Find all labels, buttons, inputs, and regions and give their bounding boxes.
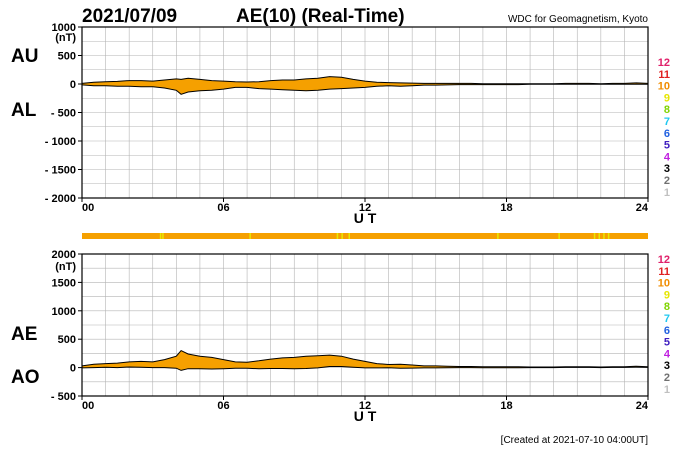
au-al-panel: 1000 500 0 - 500 - 1000 - 1500 - 2000 (nT) 00 06 1… xyxy=(11,22,649,226)
availability-mark xyxy=(603,233,605,239)
date-label: 2021/07/09 xyxy=(82,6,177,27)
station-legend-item: 9 xyxy=(664,289,670,301)
y-tick-label: 0 xyxy=(70,79,76,91)
y-tick-label: - 1000 xyxy=(45,136,76,148)
availability-mark xyxy=(162,233,164,239)
series-line-au xyxy=(81,76,649,85)
x-tick-label: 12 xyxy=(359,400,371,412)
series-label-ae: AE xyxy=(11,324,37,345)
station-legend-item: 1 xyxy=(664,187,670,199)
station-legend-item: 5 xyxy=(664,337,670,349)
y-tick-label: 1000 xyxy=(52,22,76,34)
availability-mark xyxy=(348,233,350,239)
source-label: WDC for Geomagnetism, Kyoto xyxy=(508,14,648,25)
series-label-au: AU xyxy=(11,46,38,67)
availability-mark xyxy=(497,233,499,239)
station-legend-item: 6 xyxy=(664,128,670,140)
y-tick-label: 2000 xyxy=(52,249,76,261)
station-legend-item: 9 xyxy=(664,92,670,104)
availability-mark xyxy=(558,233,560,239)
station-legend-item: 2 xyxy=(664,175,670,187)
y-tick-label: 500 xyxy=(58,334,76,346)
availability-mark xyxy=(341,233,343,239)
station-legend-item: 11 xyxy=(658,69,670,81)
y-tick-label: - 1500 xyxy=(45,165,76,177)
x-tick-label: 00 xyxy=(82,400,94,412)
ae-ao-panel: 2000 1500 1000 500 0 - 500 (nT) 00 06 12 18 24 U T AE… xyxy=(11,249,649,424)
station-legend-item: 8 xyxy=(664,104,670,116)
availability-mark xyxy=(249,233,251,239)
bottom-area-fill xyxy=(82,350,648,371)
y-tick-label: - 500 xyxy=(51,108,76,120)
availability-mark xyxy=(607,233,610,239)
y-tick-label: 1500 xyxy=(52,277,76,289)
data-availability-bar xyxy=(82,233,648,239)
station-legend-item: 12 xyxy=(658,254,670,266)
x-tick-label: 18 xyxy=(500,400,512,412)
y-tick-label: 1000 xyxy=(52,306,76,318)
station-legend-item: 6 xyxy=(664,325,670,337)
x-tick-label: 12 xyxy=(359,202,371,214)
data-availability-marks xyxy=(159,233,610,239)
y-unit-label: (nT) xyxy=(55,261,76,273)
station-legend-item: 7 xyxy=(664,116,670,128)
created-timestamp: [Created at 2021-07-10 04:00UT] xyxy=(501,435,649,446)
y-tick-label: 500 xyxy=(58,51,76,63)
availability-mark xyxy=(159,233,162,239)
availability-mark xyxy=(593,233,596,239)
station-legend-item: 12 xyxy=(658,57,670,69)
y-tick-label: 0 xyxy=(70,363,76,375)
station-legend-item: 2 xyxy=(664,372,670,384)
chart-title: AE(10) (Real-Time) xyxy=(236,6,405,27)
station-legend-item: 4 xyxy=(664,151,671,163)
station-legend-item: 10 xyxy=(658,278,670,290)
top-area-fill xyxy=(82,76,648,95)
x-axis-label: U T xyxy=(354,210,377,226)
station-legend-item: 7 xyxy=(664,313,670,325)
series-line-ae xyxy=(81,349,649,368)
x-tick-label: 06 xyxy=(217,202,229,214)
series-label-al: AL xyxy=(11,100,37,121)
availability-mark xyxy=(598,233,600,239)
station-legend-item: 10 xyxy=(658,81,670,93)
x-tick-label: 24 xyxy=(636,400,649,412)
y-unit-label: (nT) xyxy=(55,32,76,44)
station-legend-item: 5 xyxy=(664,140,670,152)
x-tick-label: 00 xyxy=(82,202,94,214)
station-legend-item: 4 xyxy=(664,348,671,360)
y-tick-label: - 500 xyxy=(51,391,76,403)
station-legend-item: 3 xyxy=(664,163,670,175)
station-legend-item: 3 xyxy=(664,360,670,372)
x-axis-label: U T xyxy=(354,408,377,424)
station-legend-item: 8 xyxy=(664,301,670,313)
series-line-al xyxy=(81,83,648,95)
x-tick-label: 06 xyxy=(217,400,229,412)
y-tick-label: - 2000 xyxy=(45,193,76,205)
series-label-ao: AO xyxy=(11,367,40,388)
station-legend-item: 11 xyxy=(658,266,670,278)
station-legend-item: 1 xyxy=(664,384,670,396)
x-tick-label: 18 xyxy=(500,202,512,214)
x-tick-label: 24 xyxy=(636,202,649,214)
availability-mark xyxy=(336,233,339,239)
series-line-ao xyxy=(81,366,649,371)
